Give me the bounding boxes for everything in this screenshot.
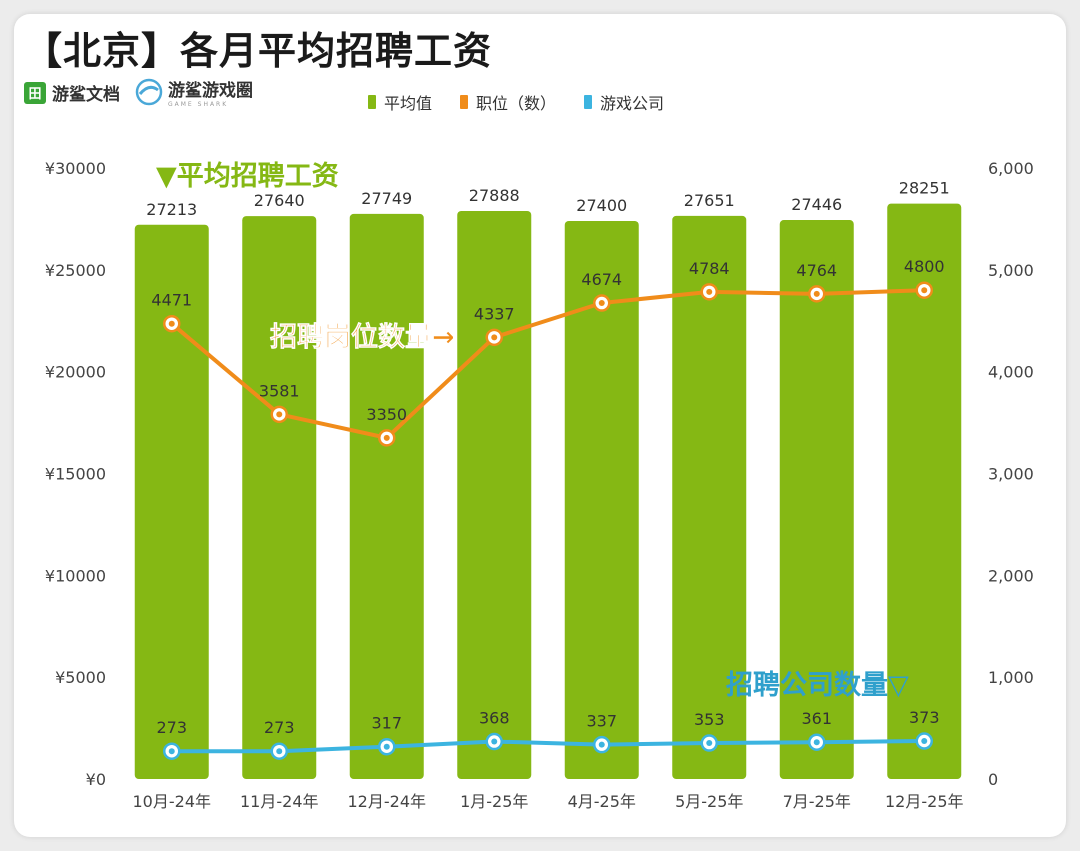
jobs-label: 4784: [689, 259, 730, 278]
companies-point-center: [706, 740, 713, 747]
annotation-jobs: 招聘岗位数量→: [270, 321, 455, 353]
companies-line: [171, 739, 925, 754]
chart-title: 【北京】各月平均招聘工资: [24, 29, 493, 73]
jobs-point-center: [383, 434, 390, 441]
jobs-label: 3350: [366, 405, 407, 424]
salary-bar-label: 27651: [684, 191, 735, 210]
salary-bar: [134, 224, 209, 779]
companies-label: 361: [801, 709, 832, 728]
companies-label: 353: [694, 710, 725, 729]
salary-bar: [457, 211, 532, 779]
legend-swatch-avg: [368, 95, 376, 109]
y-right-tick-label: 3,000: [988, 465, 1034, 484]
brand-game-sub: GAME SHARK: [168, 101, 229, 108]
salary-bar-label: 28251: [899, 179, 950, 198]
jobs-point-center: [168, 320, 175, 327]
companies-point-center: [598, 741, 605, 748]
y-left-tick-label: ¥10000: [45, 566, 106, 585]
y-right-tick-label: 2,000: [988, 566, 1034, 585]
jobs-label: 4764: [796, 261, 837, 280]
jobs-label: 4471: [151, 291, 192, 310]
x-tick-label: 7月-25年: [783, 792, 851, 811]
companies-label: 273: [156, 718, 187, 737]
companies-point-center: [276, 748, 283, 755]
salary-bar: [242, 216, 317, 780]
x-tick-label: 10月-24年: [133, 792, 212, 811]
y-right-tick-label: 6,000: [988, 159, 1034, 178]
salary-bar-label: 27213: [146, 200, 197, 219]
x-tick-label: 11月-24年: [240, 792, 319, 811]
companies-label: 368: [479, 709, 510, 728]
legend-swatch-companies: [584, 95, 593, 109]
companies-label: 373: [909, 708, 940, 727]
legend-label-companies: 游戏公司: [600, 94, 665, 113]
x-tick-label: 4月-25年: [568, 792, 636, 811]
legend-item-avg: 平均值: [368, 90, 432, 114]
x-tick-label: 1月-25年: [460, 792, 528, 811]
salary-bar-label: 27749: [361, 189, 412, 208]
salary-bar-label: 27400: [576, 196, 627, 215]
salary-bar: [887, 203, 962, 779]
companies-point-center: [813, 739, 820, 746]
y-left-tick-label: ¥0: [86, 770, 106, 789]
y-right-tick-label: 4,000: [988, 363, 1034, 382]
brand-game-label: 游鲨游戏圈: [168, 81, 253, 101]
jobs-point-center: [706, 288, 713, 295]
jobs-line: [170, 288, 925, 440]
jobs-point-center: [276, 411, 283, 418]
y-right-tick-label: 1,000: [988, 668, 1034, 687]
legend-label-avg: 平均值: [384, 94, 433, 113]
brand-doc-label: 游鲨文档: [52, 85, 120, 105]
companies-label: 317: [371, 714, 402, 733]
salary-bar: [779, 220, 854, 779]
salary-bar: [672, 215, 747, 779]
salary-bar-label: 27888: [469, 186, 520, 205]
shark-logo-icon: [135, 78, 163, 106]
jobs-point-center: [598, 300, 605, 307]
legend: 平均值 职位（数） 游戏公司: [368, 90, 664, 114]
annotation-companies: 招聘公司数量▽: [726, 670, 909, 701]
x-tick-label: 12月-24年: [348, 792, 427, 811]
salary-bar: [349, 213, 424, 780]
companies-point-center: [491, 738, 498, 745]
jobs-point-center: [921, 287, 928, 294]
legend-item-companies: 游戏公司: [584, 90, 664, 114]
companies-label: 273: [264, 718, 295, 737]
companies-point-center: [921, 738, 928, 745]
y-left-tick-label: ¥15000: [45, 465, 106, 484]
x-tick-label: 12月-25年: [885, 792, 964, 811]
legend-swatch-jobs: [460, 95, 469, 109]
brand-game: 游鲨游戏圈 GAME SHARK: [134, 76, 253, 108]
jobs-label: 3581: [259, 381, 300, 400]
y-left-tick-label: ¥20000: [45, 363, 106, 382]
brand-doc: 田 游鲨文档: [24, 80, 120, 105]
jobs-label: 4800: [904, 257, 945, 276]
annotation-salary: ▼平均招聘工资: [156, 161, 339, 192]
salary-bar-label: 27446: [791, 195, 842, 214]
companies-point-center: [168, 748, 175, 755]
companies-label: 337: [586, 712, 617, 731]
jobs-label: 4674: [581, 270, 622, 289]
legend-label-jobs: 职位（数）: [476, 94, 557, 113]
salary-bar-label: 27640: [254, 191, 305, 210]
y-left-tick-label: ¥5000: [55, 668, 106, 687]
jobs-point-center: [491, 334, 498, 341]
jobs-label: 4337: [474, 304, 515, 323]
jobs-point-center: [813, 290, 820, 297]
y-right-tick-label: 0: [988, 770, 998, 789]
companies-point-center: [383, 743, 390, 750]
x-tick-label: 5月-25年: [675, 792, 743, 811]
doc-logo-icon: 田: [24, 81, 46, 104]
legend-item-jobs: 职位（数）: [460, 90, 556, 114]
salary-bar: [564, 220, 639, 779]
y-left-tick-label: ¥25000: [45, 261, 106, 280]
y-left-tick-label: ¥30000: [45, 159, 106, 178]
y-right-tick-label: 5,000: [988, 261, 1034, 280]
